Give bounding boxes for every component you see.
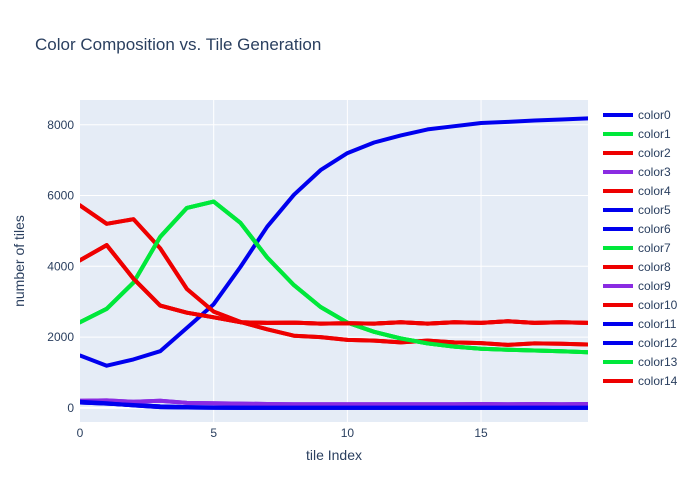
y-tick-label: 8000 [47,118,74,132]
y-axis-ticks: 0 2000 4000 6000 8000 [47,118,74,415]
chart-title: Color Composition vs. Tile Generation [35,35,321,54]
legend-label: color14 [638,374,678,388]
legend-label: color1 [638,127,671,141]
legend-item-color3[interactable]: color3 [603,165,671,179]
legend-item-color1[interactable]: color1 [603,127,671,141]
legend: color0 color1 color2 color3 color4 color5 colo… [603,108,678,388]
x-tick-label: 15 [474,426,488,440]
x-tick-label: 0 [77,426,84,440]
y-tick-label: 2000 [47,330,74,344]
legend-label: color5 [638,203,671,217]
y-axis-title: number of tiles [11,215,27,307]
x-tick-label: 5 [210,426,217,440]
series-lines [80,116,588,410]
legend-label: color6 [638,222,671,236]
x-axis-ticks: 0 5 10 15 [77,426,488,440]
legend-label: color0 [638,108,671,122]
legend-label: color7 [638,241,671,255]
legend-label: color9 [638,279,671,293]
legend-item-color4[interactable]: color4 [603,184,671,198]
legend-label: color13 [638,355,678,369]
legend-item-color8[interactable]: color8 [603,260,671,274]
series-line-color0 [80,116,588,368]
series-line-color12 [80,400,588,410]
legend-item-color13[interactable]: color13 [603,355,678,369]
legend-label: color3 [638,165,671,179]
legend-item-color7[interactable]: color7 [603,241,671,255]
legend-label: color8 [638,260,671,274]
x-tick-label: 10 [341,426,355,440]
series-line-color8 [80,203,588,347]
legend-item-color14[interactable]: color14 [603,374,678,388]
legend-label: color10 [638,298,678,312]
legend-item-color10[interactable]: color10 [603,298,678,312]
legend-label: color2 [638,146,671,160]
plot-area [80,100,588,422]
legend-item-color5[interactable]: color5 [603,203,671,217]
y-tick-label: 6000 [47,189,74,203]
legend-label: color11 [638,317,677,331]
legend-item-color6[interactable]: color6 [603,222,671,236]
legend-item-color11[interactable]: color11 [603,317,677,331]
legend-label: color4 [638,184,671,198]
series-line-color9 [80,398,588,407]
series-line-color14 [80,243,588,326]
legend-item-color2[interactable]: color2 [603,146,671,160]
legend-item-color12[interactable]: color12 [603,336,678,350]
legend-label: color12 [638,336,678,350]
y-tick-label: 0 [67,401,74,415]
series-line-color13 [80,199,588,355]
legend-item-color0[interactable]: color0 [603,108,671,122]
legend-item-color9[interactable]: color9 [603,279,671,293]
y-tick-label: 4000 [47,259,74,273]
x-axis-title: tile Index [306,447,362,463]
